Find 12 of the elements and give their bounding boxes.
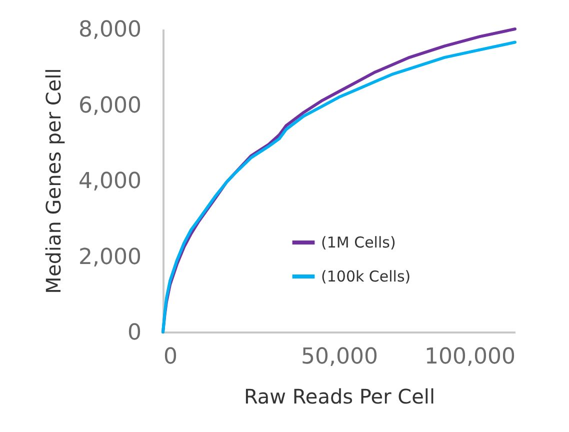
x-axis-title: Raw Reads Per Cell — [244, 384, 436, 408]
x-tick-label: 50,000 — [301, 344, 378, 370]
y-tick-label: 0 — [128, 320, 142, 346]
y-axis-title: Median Genes per Cell — [42, 68, 66, 294]
x-tick-label: 100,000 — [424, 344, 516, 370]
y-tick-label: 4,000 — [78, 169, 142, 194]
y-tick-label: 6,000 — [78, 93, 142, 118]
legend-label: (100k Cells) — [321, 268, 411, 286]
y-tick-label: 8,000 — [78, 18, 142, 42]
x-tick-label: 0 — [164, 344, 178, 370]
legend-label: (1M Cells) — [321, 234, 396, 252]
y-tick-label: 2,000 — [78, 244, 142, 270]
